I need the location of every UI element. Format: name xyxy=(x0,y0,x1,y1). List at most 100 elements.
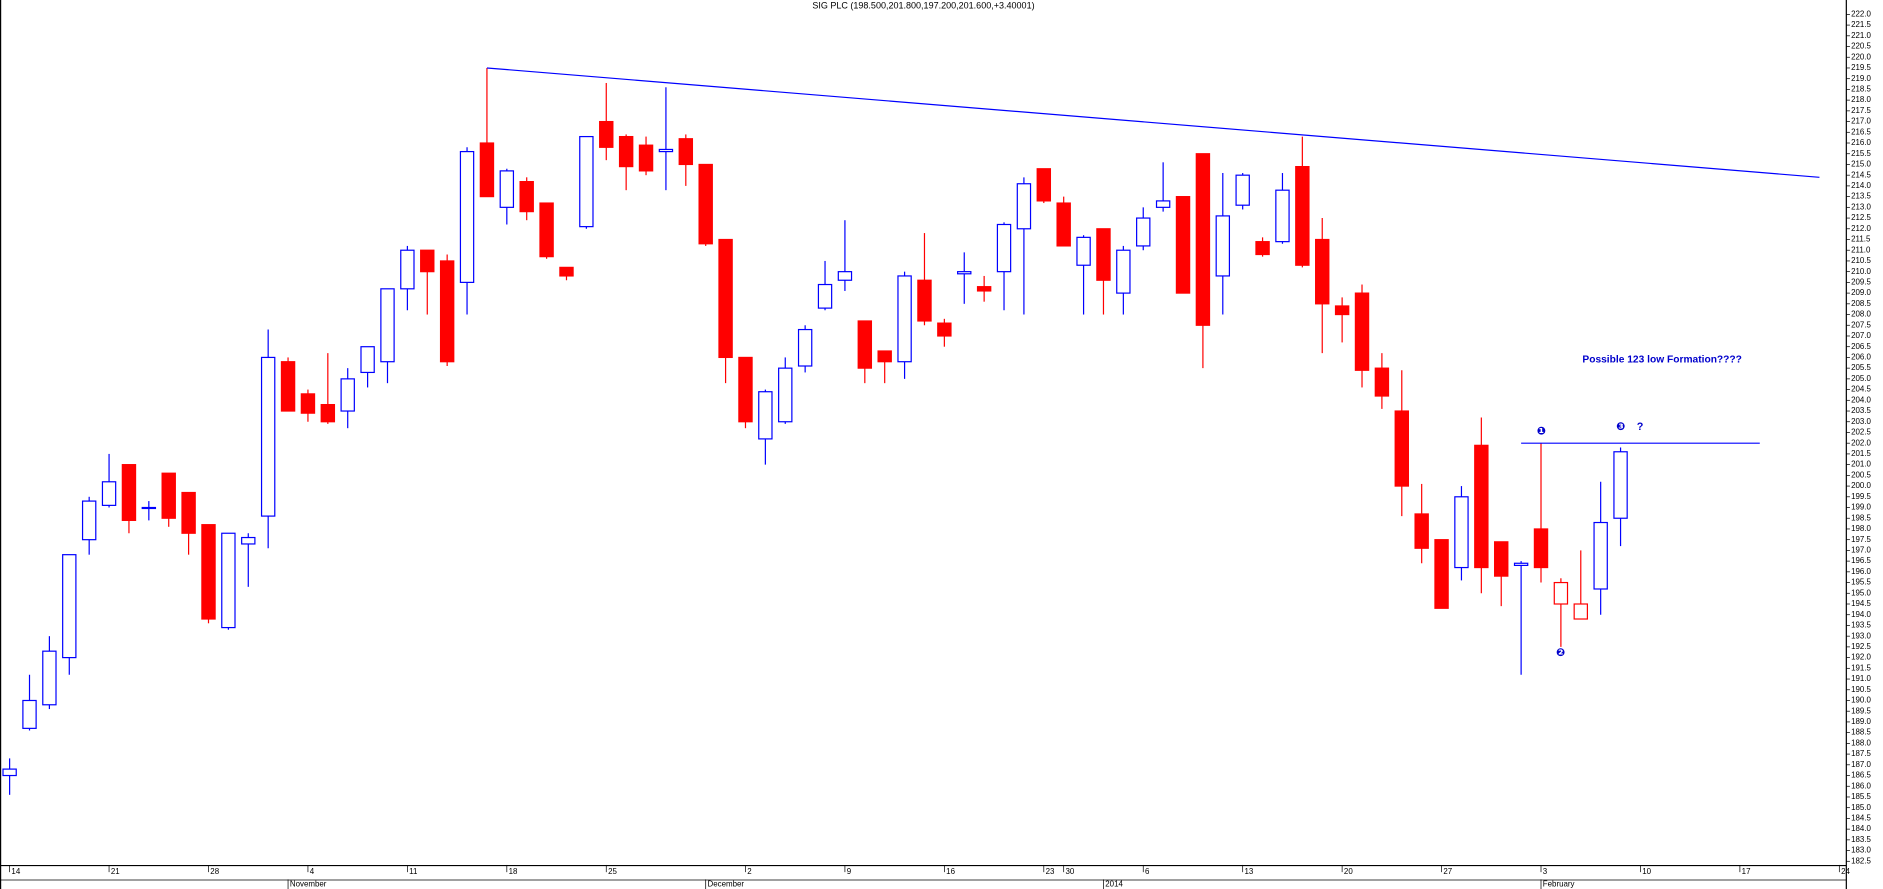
x-tick-label: 2 xyxy=(747,867,751,876)
candle-body xyxy=(141,506,157,510)
candle-body xyxy=(1275,189,1290,243)
y-tick-label: 205.5 xyxy=(1851,363,1871,372)
annotation: ❸ xyxy=(1616,421,1625,433)
x-tick-label: 25 xyxy=(608,867,617,876)
y-tick-label: 183.5 xyxy=(1851,835,1871,844)
y-tick-label: 190.5 xyxy=(1851,685,1871,694)
y-tick-label: 208.0 xyxy=(1851,310,1871,319)
candle-body xyxy=(1116,249,1131,294)
candle-body xyxy=(1454,496,1469,569)
y-tick-label: 195.0 xyxy=(1851,588,1871,597)
candle-body xyxy=(1613,451,1628,519)
annotation: ❶ xyxy=(1537,426,1546,438)
y-tick-label: 209.0 xyxy=(1851,288,1871,297)
candle-body xyxy=(976,286,992,292)
candle-body xyxy=(599,120,614,148)
x-tick-label: 24 xyxy=(1841,867,1850,876)
y-tick-label: 182.5 xyxy=(1851,856,1871,865)
x-tick-label: 30 xyxy=(1065,867,1074,876)
y-tick-label: 211.0 xyxy=(1851,245,1871,254)
y-tick-label: 220.5 xyxy=(1851,42,1871,51)
y-tick-label: 190.0 xyxy=(1851,696,1871,705)
y-tick-label: 184.5 xyxy=(1851,814,1871,823)
y-tick-label: 184.0 xyxy=(1851,824,1871,833)
candle-body xyxy=(1573,603,1588,620)
x-tick-label: 28 xyxy=(210,867,219,876)
month-label: 2014 xyxy=(1105,879,1123,888)
y-tick-label: 198.5 xyxy=(1851,513,1871,522)
candle-body xyxy=(181,491,196,534)
candle-body xyxy=(459,150,475,283)
y-tick-label: 193.5 xyxy=(1851,621,1871,630)
y-tick-label: 202.5 xyxy=(1851,428,1871,437)
candle-body xyxy=(300,393,316,414)
y-tick-label: 216.0 xyxy=(1851,138,1871,147)
y-tick-label: 221.5 xyxy=(1851,20,1871,29)
y-tick-label: 196.0 xyxy=(1851,567,1871,576)
x-tick-label: 18 xyxy=(509,867,518,876)
candle-body xyxy=(718,238,733,359)
candle-body xyxy=(837,271,853,281)
candle-body xyxy=(1215,215,1231,277)
y-tick-label: 205.0 xyxy=(1851,374,1871,383)
y-tick-label: 185.0 xyxy=(1851,803,1871,812)
candle-body xyxy=(1315,238,1330,305)
y-tick-label: 211.5 xyxy=(1851,235,1871,244)
candle-body xyxy=(479,142,495,198)
candle-body xyxy=(1434,539,1449,609)
candle-body xyxy=(1036,168,1052,202)
candle-body xyxy=(1354,292,1370,371)
y-tick-label: 213.0 xyxy=(1851,202,1871,211)
candle-body xyxy=(101,481,117,506)
y-tick-label: 216.5 xyxy=(1851,127,1871,136)
y-tick-label: 215.5 xyxy=(1851,149,1871,158)
candle-body xyxy=(400,249,415,290)
y-tick-label: 221.0 xyxy=(1851,31,1871,40)
y-tick-label: 204.5 xyxy=(1851,385,1871,394)
y-tick-label: 222.0 xyxy=(1851,9,1871,18)
y-tick-label: 189.5 xyxy=(1851,706,1871,715)
y-tick-label: 194.5 xyxy=(1851,599,1871,608)
candle-body xyxy=(618,135,634,168)
candle-body xyxy=(81,500,97,541)
candle-body xyxy=(1235,174,1250,206)
x-tick-label: 23 xyxy=(1046,867,1055,876)
candle-body xyxy=(698,163,713,245)
y-tick-label: 204.0 xyxy=(1851,395,1871,404)
candle-body xyxy=(1513,562,1529,567)
candle-body xyxy=(1474,444,1489,569)
y-tick-label: 200.0 xyxy=(1851,481,1871,490)
y-tick-label: 220.0 xyxy=(1851,52,1871,61)
candle-body xyxy=(1394,410,1410,487)
y-tick-label: 186.0 xyxy=(1851,781,1871,790)
y-tick-label: 206.5 xyxy=(1851,342,1871,351)
candle-body xyxy=(1195,153,1211,326)
candle-body xyxy=(1136,217,1151,247)
candle-body xyxy=(1295,165,1310,266)
y-tick-label: 189.0 xyxy=(1851,717,1871,726)
candle-body xyxy=(1255,241,1270,256)
x-tick-label: 3 xyxy=(1543,867,1548,876)
y-tick-label: 210.5 xyxy=(1851,256,1871,265)
annotation: ? xyxy=(1637,421,1644,433)
candle-body xyxy=(519,181,534,213)
candle-body xyxy=(897,275,912,363)
y-tick-label: 214.5 xyxy=(1851,170,1871,179)
month-label: November xyxy=(290,879,327,888)
candle-body xyxy=(678,138,694,166)
y-tick-label: 191.0 xyxy=(1851,674,1871,683)
x-tick-label: 13 xyxy=(1244,867,1253,876)
y-tick-label: 215.0 xyxy=(1851,160,1871,169)
annotation: ❷ xyxy=(1556,647,1565,659)
candle-body xyxy=(1096,228,1111,281)
y-tick-label: 207.0 xyxy=(1851,331,1871,340)
candle-body xyxy=(1533,528,1549,569)
y-tick-label: 208.5 xyxy=(1851,299,1871,308)
y-tick-label: 183.0 xyxy=(1851,846,1871,855)
y-tick-label: 209.5 xyxy=(1851,277,1871,286)
y-tick-label: 206.0 xyxy=(1851,353,1871,362)
candle-body xyxy=(877,350,892,363)
candle-body xyxy=(937,322,952,337)
trend-line xyxy=(486,67,1820,178)
